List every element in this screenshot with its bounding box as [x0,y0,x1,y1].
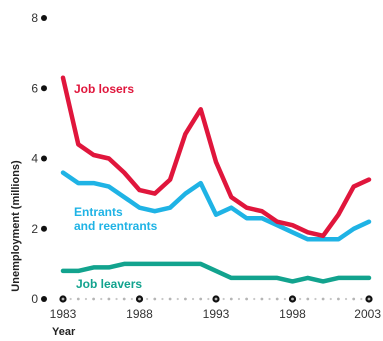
series-line-entrants [60,170,372,242]
baseline-dot [168,297,172,301]
baseline-dot [207,297,210,301]
baseline-dot [176,297,179,301]
x-tick-label: 1983 [50,307,77,321]
baseline-dot [367,297,371,301]
y-axis-ticks: 0 2 4 6 8 [31,11,47,306]
baseline-dot [199,297,203,301]
baseline-dot [122,297,126,301]
baseline-dot [260,297,264,301]
baseline-dot [130,297,133,301]
baseline-dot [115,297,118,301]
y-tick-dot [41,225,47,232]
baseline-dot [107,297,111,301]
x-axis-title: Year [52,326,76,338]
baseline-dot [229,297,233,301]
baseline-dot [84,297,88,301]
y-tick-label: 4 [31,152,38,166]
series-lines [60,75,372,284]
baseline-dot [337,297,340,301]
baseline-dot [222,297,225,301]
baseline-dot [92,297,95,301]
series-line-job-losers [60,75,372,239]
y-axis-title: Unemployment (millions) [10,160,22,292]
baseline-dot [245,297,249,301]
series-label: Job leavers [76,277,142,291]
baseline-dot [299,297,302,301]
baseline-dot [329,297,332,301]
baseline-dot [191,297,195,301]
y-tick-label: 2 [31,222,38,236]
baseline-dot [100,297,103,301]
baseline-dot [214,297,218,301]
baseline-dot [306,297,310,301]
series-label: Job losers [74,82,134,96]
baseline-dot [61,297,65,301]
baseline-dot [76,297,80,301]
baseline-dot [161,297,164,301]
baseline-dot [321,297,325,301]
baseline-dot [291,297,294,301]
y-tick-label: 8 [31,11,38,25]
baseline-dot [360,297,363,301]
baseline-dot [352,297,356,301]
baseline-dot [283,297,286,301]
baseline-dot [344,297,348,301]
series-line-job-leavers [60,261,372,284]
x-tick-label: 1988 [126,307,153,321]
y-tick-dot [41,296,47,302]
baseline-dot [253,297,256,301]
x-tick-label: 2003 [354,307,381,321]
y-tick-dot [41,155,47,162]
series-label: Entrants and reentrants [74,205,158,233]
x-axis-baseline [61,297,371,301]
baseline-dot [268,297,271,301]
baseline-dot [146,297,149,301]
x-tick-label: 1993 [203,307,230,321]
baseline-dot [138,297,141,301]
series-labels: Job losers Entrants and reentrants Job leav… [74,82,158,291]
y-tick-dot [41,15,47,21]
baseline-dot [275,297,279,301]
baseline-dot [314,297,317,301]
y-tick-dot [41,85,47,92]
baseline-dot [153,297,157,301]
x-axis-ticks: 1983 1988 1993 1998 2003 [50,295,381,321]
y-tick-label: 0 [31,292,38,306]
baseline-dot [184,297,187,301]
x-tick-label: 1998 [279,307,306,321]
baseline-dot [237,297,241,301]
baseline-dot [69,297,72,301]
y-tick-label: 6 [31,81,38,95]
